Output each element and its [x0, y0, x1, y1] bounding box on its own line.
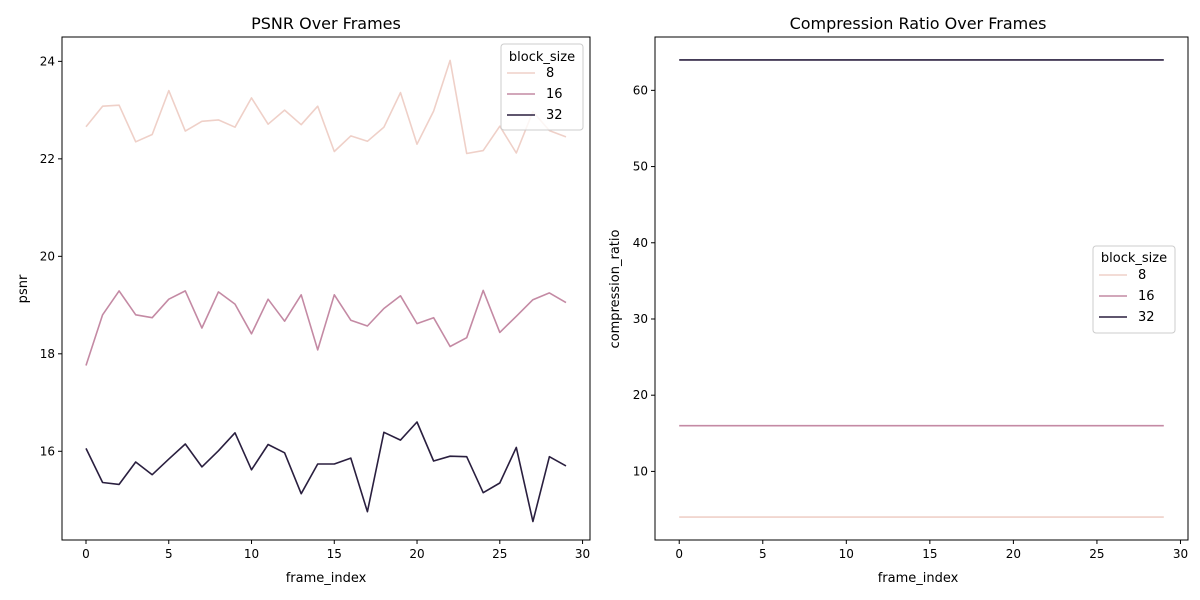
legend-title: block_size	[1101, 251, 1167, 266]
series-line-32	[85, 421, 567, 523]
x-tick-label: 10	[839, 547, 854, 561]
x-tick-label: 10	[244, 547, 259, 561]
plot-lines	[85, 59, 567, 523]
legend-label: 8	[1138, 268, 1146, 283]
legend: block_size 8 16 32	[1092, 245, 1176, 334]
x-tick-label: 0	[675, 547, 683, 561]
axis-ticks: 0 5 10 15 20 25 30 10 20 30 40 50 60	[633, 83, 1188, 561]
y-axis-label: psnr	[16, 274, 31, 303]
y-tick-label: 18	[40, 347, 55, 361]
y-tick-label: 30	[633, 312, 648, 326]
y-tick-label: 16	[40, 444, 55, 458]
x-tick-label: 20	[1006, 547, 1021, 561]
y-tick-label: 22	[40, 152, 55, 166]
x-tick-label: 15	[327, 547, 342, 561]
legend: block_size 8 16 32	[500, 43, 584, 131]
y-tick-label: 40	[633, 236, 648, 250]
axis-ticks: 0 5 10 15 20 25 30 16 18 20 22 24	[40, 54, 590, 561]
plot-frame	[654, 36, 1189, 541]
x-tick-label: 5	[165, 547, 173, 561]
y-tick-label: 60	[633, 83, 648, 97]
chart-title: PSNR Over Frames	[251, 14, 401, 33]
x-axis-label: frame_index	[878, 571, 959, 586]
legend-box	[1092, 245, 1176, 334]
legend-label: 32	[546, 108, 563, 123]
legend-box	[500, 43, 584, 131]
y-axis-label: compression_ratio	[608, 230, 623, 349]
series-line-16	[85, 289, 567, 366]
y-tick-label: 20	[40, 249, 55, 263]
legend-title: block_size	[509, 50, 575, 65]
y-tick-label: 10	[633, 464, 648, 478]
x-tick-label: 0	[82, 547, 90, 561]
compression-ratio-chart: Compression Ratio Over Frames frame_inde…	[608, 14, 1189, 586]
legend-label: 8	[546, 66, 554, 81]
legend-label: 16	[1138, 289, 1155, 304]
x-tick-label: 30	[1173, 547, 1188, 561]
series-line-8	[85, 59, 567, 155]
x-tick-label: 25	[1089, 547, 1104, 561]
x-tick-label: 30	[575, 547, 590, 561]
y-tick-label: 20	[633, 388, 648, 402]
chart-title: Compression Ratio Over Frames	[790, 14, 1047, 33]
plot-frame	[61, 36, 591, 541]
plot-lines	[679, 59, 1164, 518]
x-tick-label: 5	[759, 547, 767, 561]
x-axis-label: frame_index	[286, 571, 367, 586]
y-tick-label: 50	[633, 160, 648, 174]
x-tick-label: 25	[492, 547, 507, 561]
psnr-chart: PSNR Over Frames frame_index psnr 0 5 10 15…	[16, 14, 591, 586]
y-tick-label: 24	[40, 54, 55, 68]
legend-label: 32	[1138, 310, 1155, 325]
legend-label: 16	[546, 87, 563, 102]
x-tick-label: 20	[409, 547, 424, 561]
x-tick-label: 15	[922, 547, 937, 561]
